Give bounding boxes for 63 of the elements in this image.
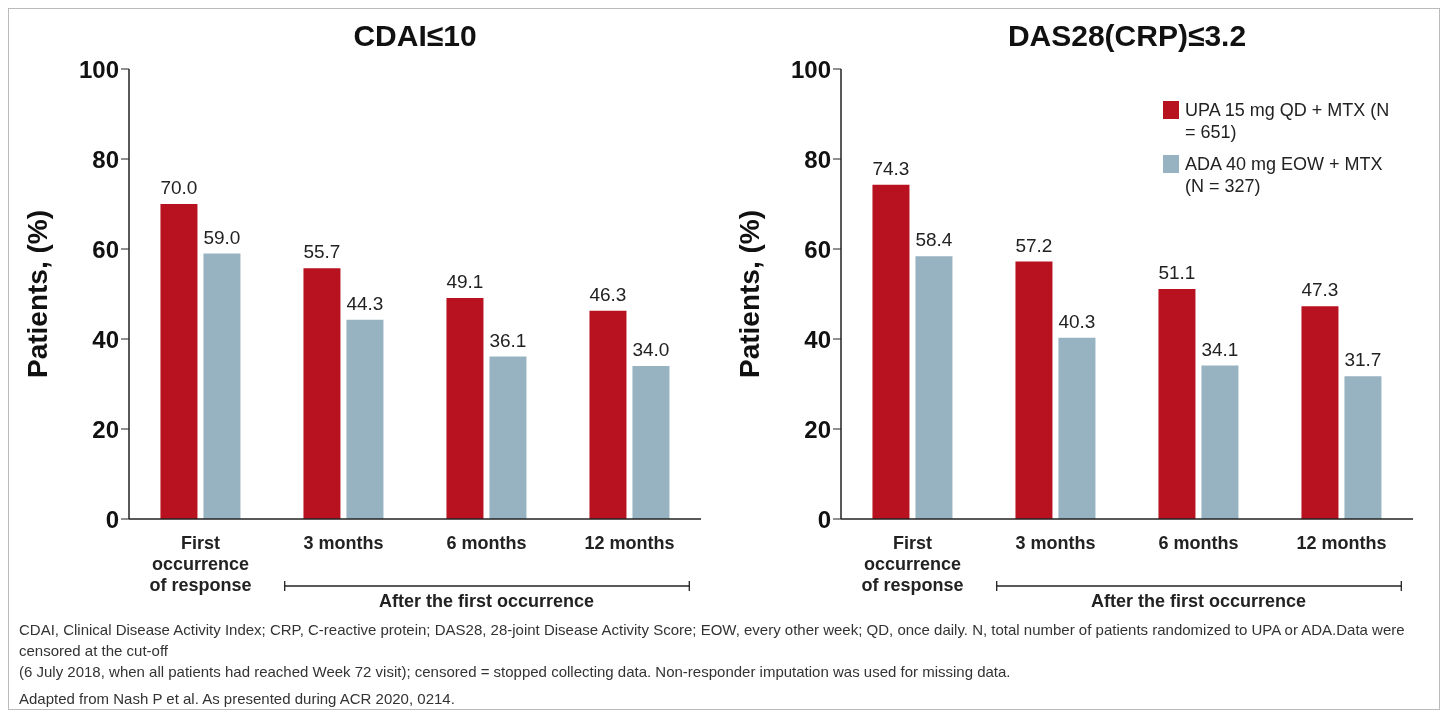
bar — [160, 204, 198, 519]
text: After the first occurrence — [377, 591, 596, 612]
legend-label: UPA 15 mg QD + MTX (N = 651) — [1185, 99, 1391, 143]
bar — [872, 184, 910, 519]
y-tick-label: 60 — [804, 235, 831, 263]
bar — [203, 253, 241, 519]
y-axis-title: Patients, (%) — [733, 209, 765, 379]
data-label: 55.7 — [303, 241, 341, 263]
data-label: 58.4 — [915, 229, 953, 251]
y-tick-label: 20 — [92, 415, 119, 443]
data-label: 34.1 — [1201, 338, 1239, 360]
data-label: 40.3 — [1058, 310, 1096, 332]
data-label: 44.3 — [346, 292, 384, 314]
x-tick-label: 12 months — [584, 533, 675, 553]
data-label: 49.1 — [446, 271, 484, 293]
bar — [446, 298, 484, 519]
data-label: 51.1 — [1158, 262, 1196, 284]
text: After the first occurrence — [1089, 591, 1308, 612]
bar — [632, 366, 670, 519]
y-tick-label: 40 — [92, 325, 119, 353]
data-label: 34.0 — [632, 339, 670, 360]
y-tick-label: 80 — [804, 145, 831, 173]
x-tick-label: 6 months — [446, 533, 527, 553]
y-tick-label: 0 — [105, 505, 119, 533]
bar — [1015, 261, 1053, 519]
bar — [1201, 365, 1239, 519]
bar — [303, 268, 341, 519]
data-label: 70.0 — [160, 177, 198, 198]
x-tick-label: 3 months — [1015, 533, 1096, 553]
y-tick-label: 20 — [804, 415, 831, 443]
x-tick-label: First occurrence of response — [149, 533, 252, 595]
chart-title: CDAI≤10 — [352, 19, 478, 53]
text: Adapted from Nash P et al. As presented during ACR 2020, 0214. — [19, 689, 456, 709]
x-tick-label: 12 months — [1296, 533, 1387, 553]
data-label: 31.7 — [1344, 349, 1382, 371]
data-label: 57.2 — [1015, 234, 1053, 256]
bar — [1058, 337, 1096, 519]
bar — [1301, 306, 1339, 519]
bar — [489, 356, 527, 519]
bar — [915, 256, 953, 519]
data-label: 46.3 — [589, 283, 627, 305]
bar — [346, 319, 384, 519]
text: CDAI, Clinical Disease Activity Index; CRP, C-reactive protein; DAS28, 28-joint Disease Activity Score; EOW, every other week; QD, once daily. N, total number of patients randomized to UPA or ADA.Data were censored at the cut-off — [19, 620, 1406, 661]
y-tick-label: 40 — [804, 325, 831, 353]
y-tick-label: 80 — [92, 145, 119, 173]
bar — [1158, 289, 1196, 519]
legend-label: ADA 40 mg EOW + MTX (N = 327) — [1185, 153, 1384, 197]
data-label: 59.0 — [203, 226, 241, 248]
x-tick-label: First occurrence of response — [861, 533, 964, 595]
y-tick-label: 60 — [92, 235, 119, 263]
x-tick-label: 6 months — [1158, 533, 1239, 553]
y-axis-title: Patients, (%) — [21, 209, 53, 379]
data-label: 47.3 — [1301, 279, 1339, 301]
y-tick-label: 100 — [790, 55, 831, 83]
bar — [1344, 376, 1382, 519]
y-tick-label: 0 — [817, 505, 831, 533]
y-tick-label: 100 — [78, 55, 119, 83]
bar — [589, 310, 627, 519]
x-tick-label: 3 months — [303, 533, 384, 553]
data-label: 36.1 — [489, 329, 527, 351]
text: (6 July 2018, when all patients had reached Week 72 visit); censored = stopped collecting data. Non-responder imputation was used for missing data. — [19, 662, 1012, 682]
chart-title: DAS28(CRP)≤3.2 — [1006, 19, 1248, 53]
data-label: 74.3 — [872, 157, 910, 179]
